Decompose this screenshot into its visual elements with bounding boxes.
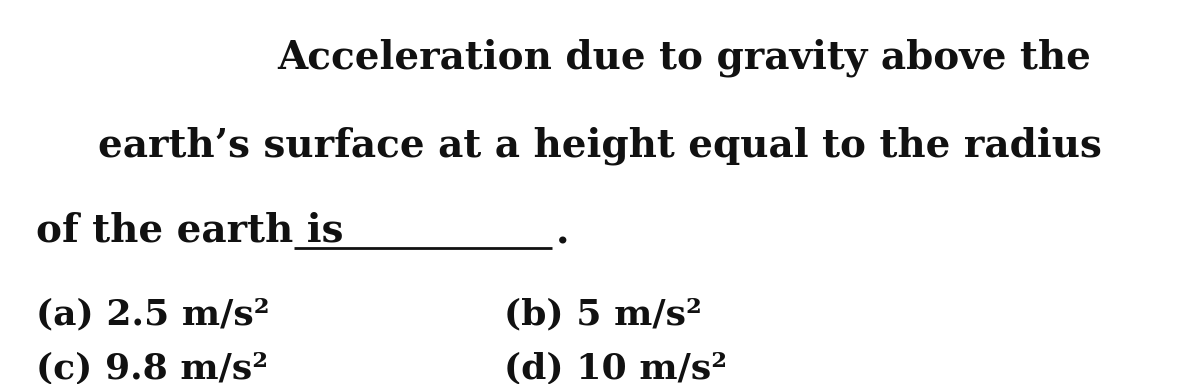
Text: (b) 5 m/s²: (b) 5 m/s²: [504, 298, 702, 332]
Text: (a) 2.5 m/s²: (a) 2.5 m/s²: [36, 298, 270, 332]
Text: .: .: [556, 214, 569, 251]
Text: (c) 9.8 m/s²: (c) 9.8 m/s²: [36, 352, 268, 384]
Text: Acceleration due to gravity above the: Acceleration due to gravity above the: [277, 38, 1091, 77]
Text: earth’s surface at a height equal to the radius: earth’s surface at a height equal to the…: [98, 127, 1102, 165]
Text: (d) 10 m/s²: (d) 10 m/s²: [504, 352, 727, 384]
Text: of the earth is: of the earth is: [36, 212, 343, 249]
